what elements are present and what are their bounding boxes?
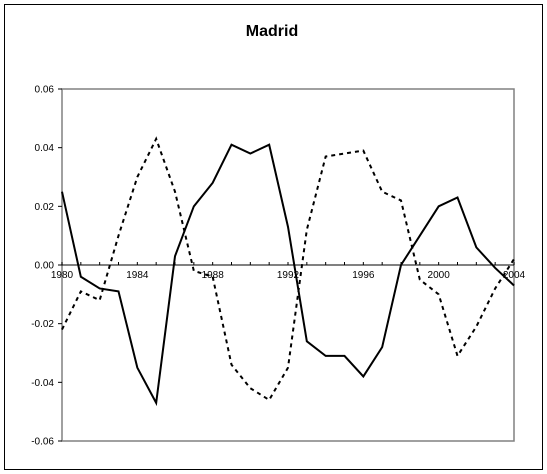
series-group (61, 136, 515, 407)
y-tick-label: -0.04 (31, 378, 54, 389)
y-tick-label: 0.02 (35, 202, 55, 213)
series-line-solid (61, 143, 515, 407)
y-tick-label: 0.04 (35, 143, 55, 154)
chart-title: Madrid (246, 23, 298, 40)
y-tick-label: 0.00 (35, 261, 55, 272)
x-tick-label: 1980 (51, 270, 74, 281)
x-tick-label: 1996 (352, 270, 375, 281)
series-line-dashed (61, 136, 515, 402)
y-axis: 0.06 0.04 0.02 0.00 -0.02 -0.04 -0.06 (31, 85, 62, 448)
x-tick-label: 2000 (428, 270, 451, 281)
x-tick-label: 1992 (277, 270, 300, 281)
y-tick-label: 0.06 (35, 85, 55, 96)
y-tick-label: -0.02 (31, 319, 54, 330)
x-tick-label: 2004 (503, 270, 526, 281)
x-tick-label: 1984 (126, 270, 149, 281)
x-axis: 1980 1984 1988 1992 1996 2000 2004 (51, 262, 526, 281)
x-tick-label: 1988 (202, 270, 225, 281)
y-tick-label: -0.06 (31, 437, 54, 448)
